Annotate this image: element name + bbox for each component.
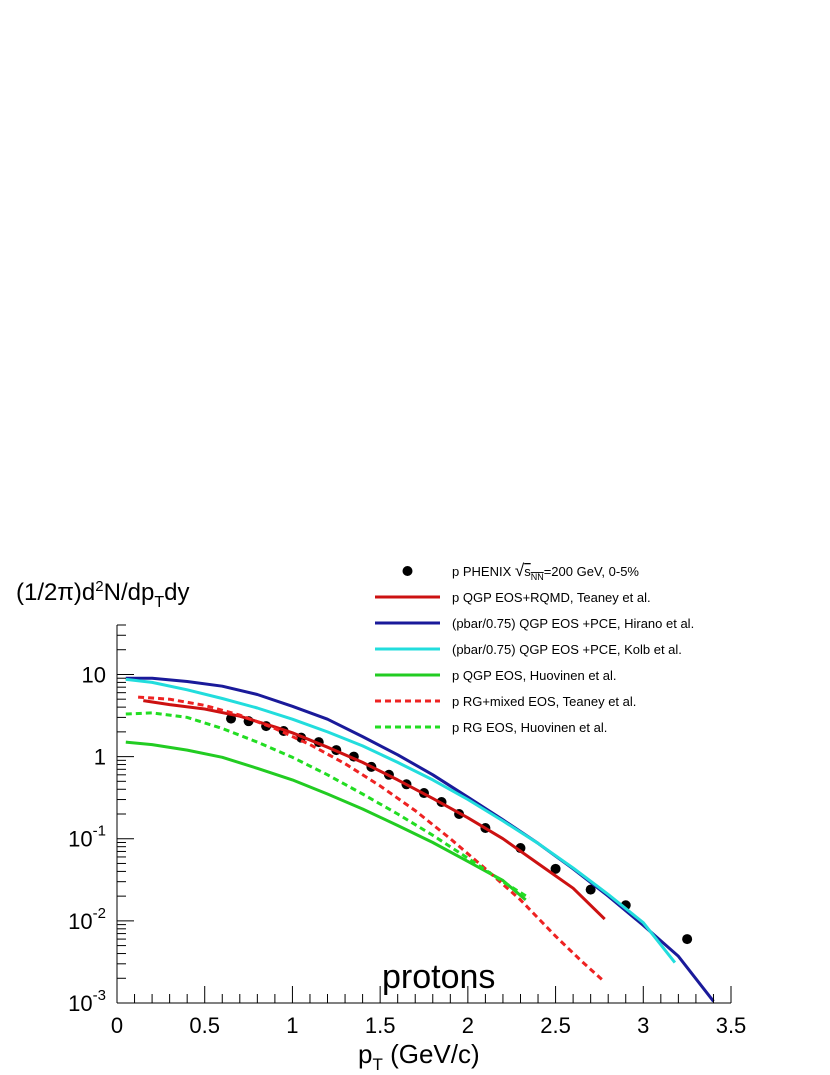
x-title-part: (GeV/c) — [383, 1039, 480, 1069]
y-tick-exponent: -3 — [93, 987, 106, 1004]
legend-marker — [402, 566, 413, 576]
legend-label: (pbar/0.75) QGP EOS +PCE, Hirano et al. — [452, 616, 694, 631]
y-tick-base: 10 — [68, 991, 92, 1016]
y-tick-exponent: -2 — [93, 905, 106, 922]
x-tick-label: 0.5 — [189, 1013, 220, 1038]
legend-text: p PHENIX — [452, 564, 515, 579]
y-title-part: N/dp — [104, 579, 155, 606]
legend-label: p RG+mixed EOS, Teaney et al. — [452, 694, 636, 709]
y-tick-label: 10-3 — [68, 987, 106, 1016]
series-line-3 — [125, 677, 677, 964]
x-tick-label: 0 — [111, 1013, 123, 1038]
y-title-part: (1/2π)d — [16, 579, 95, 606]
legend-sqrt: √ — [515, 561, 525, 580]
legend-label: p RG EOS, Huovinen et al. — [452, 720, 607, 735]
y-tick-label: 10-1 — [68, 823, 106, 852]
legend-text: =200 GeV, 0-5% — [544, 564, 640, 579]
y-tick-base: 1 — [94, 745, 106, 770]
legend-sub: NN — [531, 572, 544, 582]
x-tick-label: 1 — [286, 1013, 298, 1038]
y-axis-title: (1/2π)d2N/dpTdy — [16, 578, 189, 611]
plot-annotation: protons — [382, 958, 495, 996]
y-tick-label: 10 — [82, 662, 106, 687]
legend-label: p QGP EOS, Huovinen et al. — [452, 668, 617, 683]
y-title-part: dy — [164, 579, 189, 606]
x-tick-label: 3 — [637, 1013, 649, 1038]
legend-label: p PHENIX √sNN=200 GeV, 0-5% — [452, 561, 639, 582]
x-title-sub: T — [372, 1055, 382, 1074]
x-tick-label: 2 — [462, 1013, 474, 1038]
series-line-6 — [125, 711, 531, 900]
x-axis-title: pT (GeV/c) — [358, 1039, 480, 1074]
series-line-5 — [138, 695, 606, 984]
y-tick-label: 10-2 — [68, 905, 106, 934]
y-tick-exponent: -1 — [93, 823, 106, 840]
x-axis: 0 0.5 1 1.5 2 2.5 3 3.5 — [111, 986, 746, 1038]
legend-radicand: s — [524, 564, 531, 579]
y-title-sup: 2 — [95, 578, 103, 595]
x-tick-label: 2.5 — [540, 1013, 571, 1038]
data-point — [682, 934, 693, 945]
y-tick-label: 1 — [94, 745, 106, 770]
y-tick-base: 10 — [82, 662, 106, 687]
x-tick-label: 3.5 — [716, 1013, 747, 1038]
y-title-sub: T — [154, 594, 164, 611]
data-point — [550, 863, 561, 874]
data-point — [585, 884, 596, 895]
x-tick-label: 1.5 — [365, 1013, 396, 1038]
y-tick-base: 10 — [68, 827, 92, 852]
legend-label: p QGP EOS+RQMD, Teaney et al. — [452, 590, 651, 605]
legend-label: (pbar/0.75) QGP EOS +PCE, Kolb et al. — [452, 642, 682, 657]
series-line-4 — [125, 740, 527, 902]
series-line-1 — [143, 699, 606, 921]
legend: p PHENIX √sNN=200 GeV, 0-5% p QGP EOS+RQM… — [375, 561, 694, 735]
x-title-part: p — [358, 1039, 372, 1069]
y-tick-base: 10 — [68, 909, 92, 934]
plot-area — [125, 676, 715, 1003]
